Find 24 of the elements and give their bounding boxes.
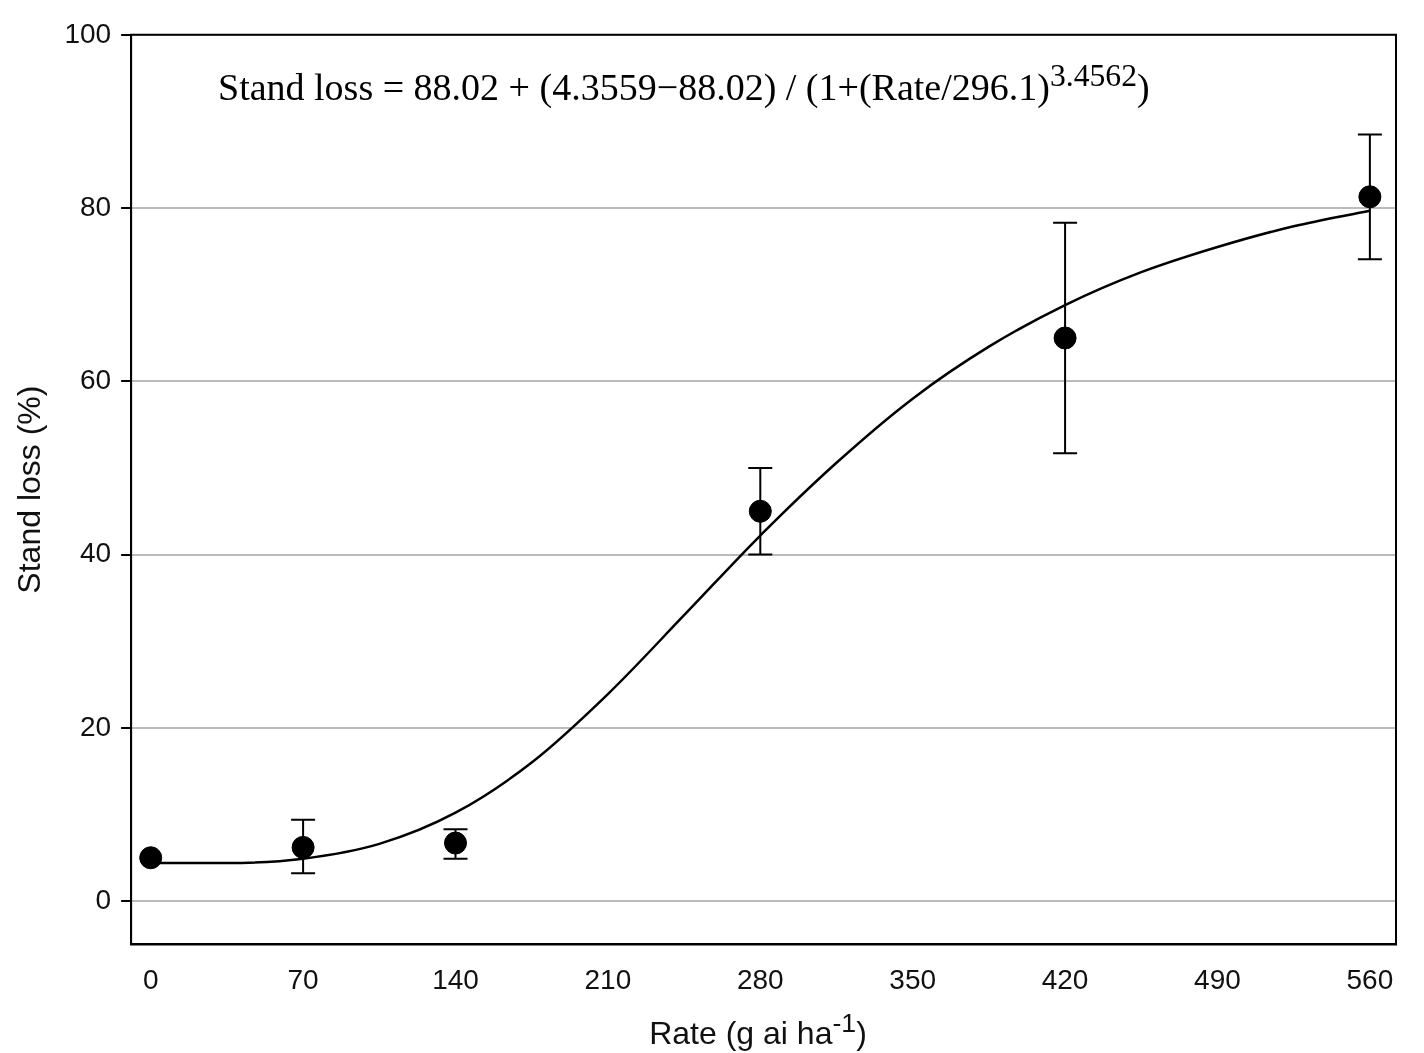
x-tick-label: 420 bbox=[1041, 963, 1089, 995]
point bbox=[748, 499, 772, 523]
x-tick-label: 350 bbox=[889, 963, 937, 995]
y-axis-title: Stand loss (%) bbox=[11, 385, 48, 594]
point bbox=[291, 835, 315, 859]
y-tick-label: 60 bbox=[79, 364, 112, 396]
x-tick-label: 280 bbox=[736, 963, 784, 995]
x-tick-label: 490 bbox=[1194, 963, 1241, 995]
point bbox=[1358, 185, 1382, 209]
y-tick-label: 0 bbox=[95, 883, 112, 915]
y-tick-label: 40 bbox=[79, 537, 112, 569]
x-tick-label: 0 bbox=[142, 963, 159, 995]
y-tick-label: 20 bbox=[79, 710, 112, 742]
y-tick-label: 100 bbox=[64, 17, 112, 49]
x-axis-title: Rate (g ai ha$^{-1}$) bbox=[648, 1008, 868, 1052]
point bbox=[444, 831, 467, 855]
x-tick-label: 560 bbox=[1346, 963, 1394, 995]
point bbox=[1053, 326, 1077, 350]
x-tick-label: 70 bbox=[287, 963, 319, 995]
point bbox=[139, 846, 163, 870]
x-tick-label: 210 bbox=[584, 963, 632, 995]
annotation: Stand loss = 88.02 + (4.3559−88.02) / (1+(Rate/296.1)$^{3.4562}$) bbox=[218, 58, 1150, 109]
x-tick-label: 140 bbox=[432, 963, 479, 995]
y-tick-label: 80 bbox=[79, 190, 112, 222]
